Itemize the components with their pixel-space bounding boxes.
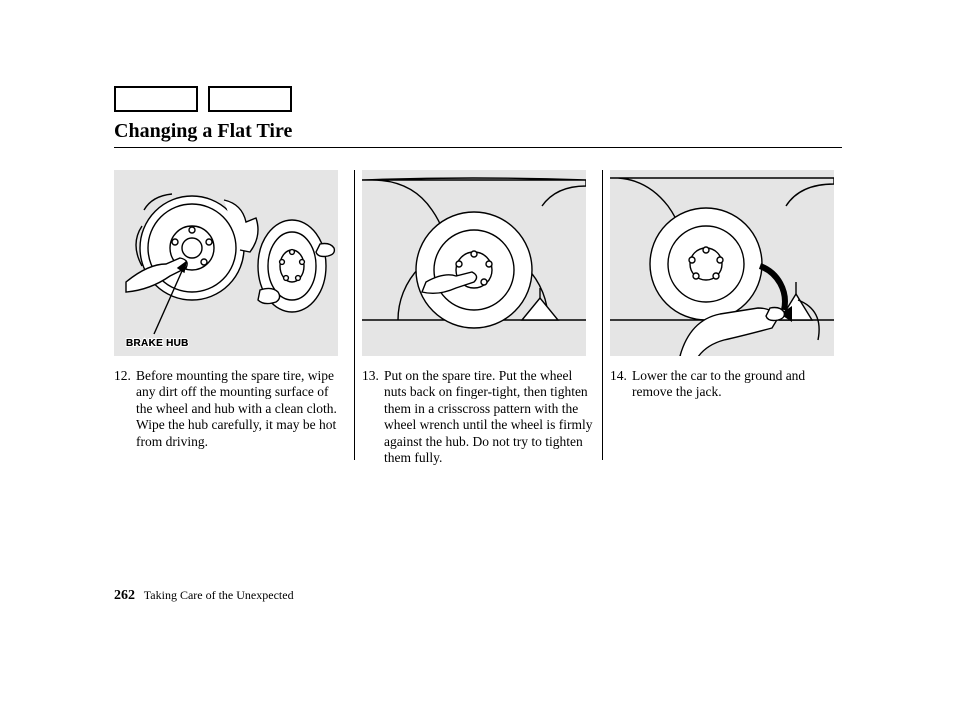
diagram-lower-jack [610, 170, 834, 356]
column-3: 14. Lower the car to the ground and remo… [610, 170, 842, 467]
page-number: 262 [114, 588, 135, 603]
step-number: 14. [610, 368, 632, 401]
diagram-mount-spare [362, 170, 586, 356]
column-1: BRAKE HUB BRAKE HUB 12. Before mounting … [114, 170, 346, 467]
title-rule [114, 147, 842, 148]
step-text: Put on the spare tire. Put the wheel nut… [384, 368, 594, 467]
header-box-2 [208, 86, 292, 112]
step-text: Lower the car to the ground and remove t… [632, 368, 842, 401]
section-name: Taking Care of the Unexpected [144, 588, 294, 602]
manual-page: Changing a Flat Tire [114, 86, 842, 467]
column-divider-2 [594, 170, 610, 467]
page-title: Changing a Flat Tire [114, 120, 842, 143]
diagram-brake-hub: BRAKE HUB BRAKE HUB [114, 170, 338, 356]
header-checkboxes [114, 86, 842, 112]
page-footer: 262 Taking Care of the Unexpected [114, 588, 294, 604]
column-divider-1 [346, 170, 362, 467]
step-13: 13. Put on the spare tire. Put the wheel… [362, 368, 594, 467]
column-2: 13. Put on the spare tire. Put the wheel… [362, 170, 594, 467]
columns: BRAKE HUB BRAKE HUB 12. Before mounting … [114, 170, 842, 467]
step-14: 14. Lower the car to the ground and remo… [610, 368, 842, 401]
header-box-1 [114, 86, 198, 112]
step-number: 13. [362, 368, 384, 467]
step-number: 12. [114, 368, 136, 450]
step-text: Before mounting the spare tire, wipe any… [136, 368, 346, 450]
svg-text:BRAKE HUB: BRAKE HUB [126, 338, 189, 349]
step-12: 12. Before mounting the spare tire, wipe… [114, 368, 346, 450]
